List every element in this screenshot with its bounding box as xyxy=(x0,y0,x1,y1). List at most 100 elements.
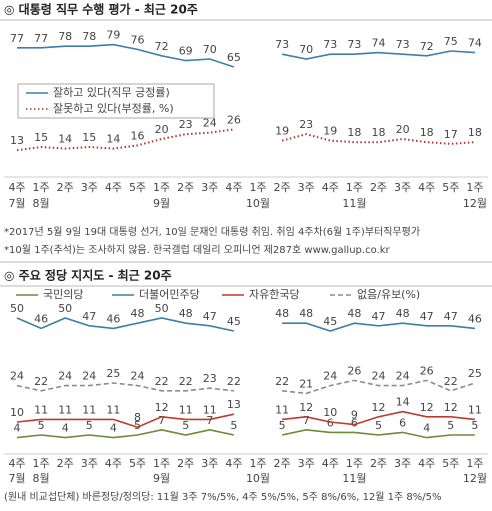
data-label: 5 xyxy=(375,419,382,432)
legend-label: 더불어민주당 xyxy=(139,288,200,301)
data-label: 26 xyxy=(420,364,434,377)
data-label: 24 xyxy=(58,370,72,383)
data-label: 18 xyxy=(468,126,482,139)
data-label: 14 xyxy=(106,133,120,146)
data-label: 26 xyxy=(347,364,361,377)
x-tick-label: 5주 xyxy=(442,457,459,470)
chart-title: ◎ 대통령 직무 수행 평가 - 최근 20주 xyxy=(4,2,198,17)
legend-label: 없음/유보(%) xyxy=(357,288,420,301)
data-label: 74 xyxy=(372,37,386,50)
data-label: 24 xyxy=(396,370,410,383)
series-line xyxy=(16,128,475,152)
x-tick-label: 4주 xyxy=(322,457,339,470)
data-label: 7 xyxy=(158,414,165,427)
x-tick-label: 4주 xyxy=(105,457,122,470)
data-label: 16 xyxy=(131,129,145,142)
data-label: 22 xyxy=(227,375,241,388)
data-label: 12 xyxy=(299,401,313,414)
data-label: 5 xyxy=(279,419,286,432)
data-label: 10 xyxy=(10,406,24,419)
data-label: 12 xyxy=(155,401,169,414)
data-label: 65 xyxy=(227,51,241,64)
data-label: 8 xyxy=(134,411,141,424)
data-label: 11 xyxy=(58,403,72,416)
data-label: 79 xyxy=(106,29,120,42)
x-month-label: 11월 xyxy=(342,197,366,210)
data-label: 22 xyxy=(34,375,48,388)
data-label: 11 xyxy=(468,403,482,416)
data-label: 11 xyxy=(203,403,217,416)
data-label: 18 xyxy=(420,126,434,139)
data-label: 4 xyxy=(110,422,117,435)
data-label: 11 xyxy=(34,403,48,416)
x-month-label: 10월 xyxy=(246,197,270,210)
x-tick-label: 4주 xyxy=(418,457,435,470)
data-label: 50 xyxy=(10,302,24,315)
x-month-label: 11월 xyxy=(342,472,366,485)
data-label: 12 xyxy=(420,401,434,414)
x-tick-label: 1주 xyxy=(346,457,363,470)
x-month-label: 8월 xyxy=(33,197,50,210)
data-label: 17 xyxy=(444,128,458,141)
data-label: 46 xyxy=(106,312,120,325)
x-tick-label: 1주 xyxy=(249,457,266,470)
x-tick-label: 3주 xyxy=(81,181,98,194)
data-label: 15 xyxy=(34,131,48,144)
data-label: 14 xyxy=(58,133,72,146)
data-label: 72 xyxy=(420,40,434,53)
data-label: 77 xyxy=(34,32,48,45)
data-label: 25 xyxy=(106,367,120,380)
data-label: 13 xyxy=(10,134,24,147)
data-label: 7 xyxy=(206,414,213,427)
data-label: 77 xyxy=(10,32,24,45)
footnote: (원내 비교섭단체) 바른정당/정의당: 11월 3주 7%/5%, 4주 5%… xyxy=(4,491,442,503)
x-tick-label: 5주 xyxy=(129,457,146,470)
data-label: 24 xyxy=(323,370,337,383)
data-label: 45 xyxy=(323,315,337,328)
x-tick-label: 1주 xyxy=(33,181,50,194)
x-month-label: 9월 xyxy=(153,472,170,485)
data-label: 45 xyxy=(227,315,241,328)
data-label: 73 xyxy=(347,38,361,51)
data-label: 76 xyxy=(131,33,145,46)
data-label: 21 xyxy=(299,377,313,390)
data-label: 20 xyxy=(396,123,410,136)
data-label: 23 xyxy=(179,118,193,131)
x-tick-label: 4주 xyxy=(418,181,435,194)
x-tick-label: 3주 xyxy=(298,457,315,470)
data-label: 9 xyxy=(351,409,358,422)
data-label: 5 xyxy=(182,419,189,432)
data-label: 75 xyxy=(444,35,458,48)
x-tick-label: 3주 xyxy=(394,181,411,194)
legend-label: 잘못하고 있다(부정률, %) xyxy=(53,101,174,115)
data-label: 15 xyxy=(82,131,96,144)
x-month-label: 8월 xyxy=(33,472,50,485)
x-tick-label: 3주 xyxy=(298,181,315,194)
data-label: 72 xyxy=(155,40,169,53)
data-label: 78 xyxy=(58,30,72,43)
data-label: 24 xyxy=(10,370,24,383)
data-label: 73 xyxy=(275,38,289,51)
legend-label: 자유한국당 xyxy=(249,288,300,301)
data-label: 46 xyxy=(34,312,48,325)
data-label: 48 xyxy=(131,307,145,320)
x-tick-label: 4주 xyxy=(8,181,25,194)
x-tick-label: 1주 xyxy=(466,457,483,470)
data-label: 48 xyxy=(299,307,313,320)
data-label: 22 xyxy=(179,375,193,388)
x-tick-label: 1주 xyxy=(153,181,170,194)
x-tick-label: 5주 xyxy=(129,181,146,194)
series-line xyxy=(16,410,475,429)
data-label: 11 xyxy=(106,403,120,416)
data-label: 11 xyxy=(82,403,96,416)
data-label: 12 xyxy=(372,401,386,414)
data-label: 14 xyxy=(396,396,410,409)
footnote: *2017년 5월 9일 19대 대통령 선거, 10일 문재인 대통령 취임.… xyxy=(4,225,420,238)
data-label: 19 xyxy=(323,125,337,138)
data-label: 50 xyxy=(58,302,72,315)
legend-label: 잘하고 있다(직무 긍정률) xyxy=(53,85,170,99)
data-label: 24 xyxy=(372,370,386,383)
x-tick-label: 5주 xyxy=(442,181,459,194)
